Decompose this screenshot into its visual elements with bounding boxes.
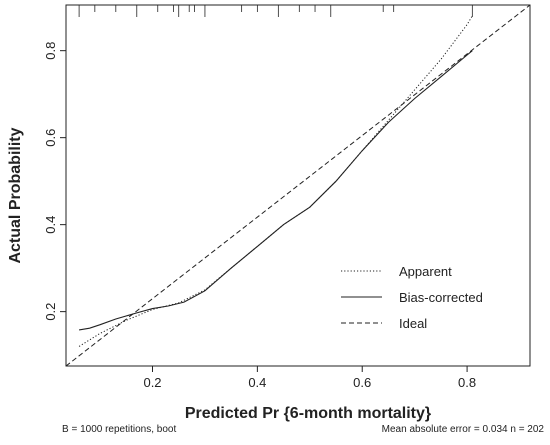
footnote-repetitions: B = 1000 repetitions, boot [62, 424, 177, 435]
y-tick-label: 0.6 [43, 129, 58, 147]
x-tick-label: 0.6 [353, 375, 371, 390]
footnote-mean-absolute-error: Mean absolute error = 0.034 n = 202 [381, 424, 544, 435]
bias-corrected-line [79, 50, 473, 331]
x-axis-title: Predicted Pr {6-month mortality} [185, 405, 431, 422]
plot-frame [65, 4, 531, 367]
plot-area: 0.2 0.4 0.6 0.8 0.2 0.4 0.6 0.8 Predicted Pr {6-… [7, 4, 531, 422]
legend-label-apparent: Apparent [399, 264, 452, 279]
legend: Apparent Bias-corrected Ideal [341, 264, 483, 331]
x-tick-label: 0.4 [248, 375, 266, 390]
y-axis-title: Actual Probability [7, 127, 24, 263]
ideal-line [65, 4, 531, 367]
x-tick-label: 0.8 [458, 375, 476, 390]
y-tick-label: 0.2 [43, 303, 58, 321]
y-tick-label: 0.8 [43, 42, 58, 60]
x-tick-label: 0.2 [143, 375, 161, 390]
legend-label-bias-corrected: Bias-corrected [399, 290, 483, 305]
y-tick-label: 0.4 [43, 216, 58, 234]
legend-label-ideal: Ideal [399, 316, 427, 331]
